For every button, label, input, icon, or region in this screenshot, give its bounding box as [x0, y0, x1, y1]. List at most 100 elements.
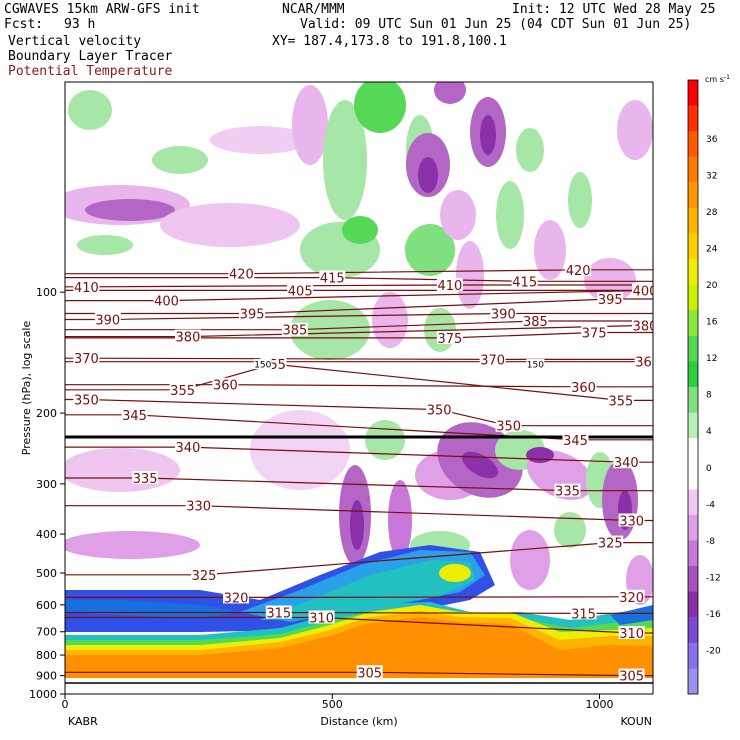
isentrope-label-bg-45 [618, 625, 645, 639]
x-tick-label-1: 500 [322, 698, 343, 711]
isentrope-label-bg-14 [174, 329, 201, 343]
isentrope-label-bg-11 [239, 306, 266, 320]
isentrope-label-45: 310 [619, 627, 644, 642]
isentrope-label-34: 335 [133, 472, 158, 487]
isentrope-label-bg-32 [562, 432, 589, 446]
isentrope-label-36: 330 [186, 500, 211, 515]
colorbar: 36 32 28 24 20 16 12 8 4 0 -4 -8 -12 -16 -20 [687, 79, 721, 695]
colorbar-tick-6: 12 [706, 354, 717, 364]
colorbar-swatch-18 [688, 540, 698, 567]
tropopause-labels: 150 150 [253, 359, 545, 371]
field-vertical-velocity: Vertical velocity [8, 34, 142, 49]
isentrope-420 [65, 269, 653, 275]
isentrope-label-bg-16 [436, 330, 463, 344]
isentrope-label-bg-12 [490, 306, 517, 320]
isentrope-label-1: 415 [320, 272, 345, 287]
troposphere-wave-pattern [65, 410, 653, 605]
isentrope-label-bg-44 [570, 606, 597, 620]
isentrope-label-bg-22 [634, 354, 653, 368]
isentrope-label-bg-28 [121, 407, 148, 421]
isentrope-label-46: 305 [357, 666, 382, 681]
tropopause-label-1: 150 [527, 361, 544, 371]
colorbar-swatch-20 [688, 591, 698, 618]
isentrope-345 [65, 414, 653, 441]
end-station-label: KOUN [620, 715, 652, 728]
isentrope-label-9: 400 [633, 284, 658, 299]
field-potential-temperature: Potential Temperature [8, 64, 173, 79]
x-tick-label-2: 1000 [586, 698, 614, 711]
y-tick-label-2: 300 [36, 478, 57, 491]
isentrope-label-16: 375 [437, 332, 462, 347]
isentrope-label-bg-34 [132, 470, 159, 484]
colorbar-tick-8: 4 [706, 427, 712, 437]
isentrope-label-27: 355 [609, 394, 634, 409]
isentrope-label-24: 360 [571, 381, 596, 396]
colorbar-swatch-13 [688, 412, 698, 439]
isentrope-375 [65, 331, 653, 339]
isentrope-label-bg-19 [73, 351, 100, 365]
isentrope-label-6: 415 [512, 275, 537, 290]
isentrope-label-bg-37 [618, 513, 645, 527]
pressure-axis: 100 200 300 400 500 600 700 800 900 1000 [29, 286, 65, 701]
colorbar-tick-9: 0 [706, 464, 712, 474]
forecast-hour: 93 h [64, 17, 96, 32]
isentrope-label-5: 410 [437, 279, 462, 294]
isentrope-label-bg-29 [426, 402, 453, 416]
isentrope-label-bg-9 [631, 283, 653, 297]
isentrope-label-41: 320 [619, 591, 644, 606]
colorbar-swatch-7 [688, 259, 698, 286]
isentrope-label-bg-21 [479, 352, 506, 366]
colorbar-tick-5: 16 [706, 318, 718, 328]
isentrope-label-13: 385 [523, 315, 548, 330]
isentrope-label-19: 370 [74, 352, 99, 367]
colorbar-swatch-19 [688, 566, 698, 593]
colorbar-tick-12: -12 [706, 573, 721, 583]
colorbar-swatch-11 [688, 361, 698, 388]
isentrope-label-38: 325 [192, 569, 217, 584]
isentrope-label-bg-13 [522, 314, 549, 328]
isentrope-label-bg-36 [185, 498, 212, 512]
isentrope-label-17: 375 [582, 326, 607, 341]
colorbar-tick-1: 32 [706, 171, 717, 181]
colorbar-swatch-5 [688, 207, 698, 234]
x-tick-label-0: 0 [62, 698, 69, 711]
colorbar-swatch-21 [688, 617, 698, 644]
distance-axis: 0 500 1000 [62, 694, 614, 711]
isentrope-320 [65, 596, 653, 598]
isentrope-label-23: 360 [213, 379, 238, 394]
colorbar-swatch-3 [688, 156, 698, 183]
colorbar-swatch-10 [688, 335, 698, 362]
colorbar-tick-0: 36 [706, 135, 718, 145]
colorbar-swatch-6 [688, 233, 698, 260]
isentrope-label-bg-42 [265, 605, 292, 619]
organization: NCAR/MMM [282, 2, 345, 17]
isentrope-label-47: 305 [619, 670, 644, 685]
isentrope-label-bg-23 [212, 377, 239, 391]
isentrope-390 [65, 312, 653, 321]
isentrope-label-35: 335 [555, 485, 580, 500]
isentrope-label-bg-4 [287, 283, 314, 297]
colorbar-tick-4: 20 [706, 281, 718, 291]
isentrope-label-44: 315 [571, 607, 596, 622]
colorbar-tick-13: -16 [706, 610, 721, 620]
colorbar-tick-14: -20 [706, 647, 721, 657]
isentrope-label-bg-8 [597, 291, 624, 305]
isentrope-label-31: 340 [176, 441, 201, 456]
isentrope-335 [65, 477, 653, 492]
colorbar-swatch-9 [688, 310, 698, 337]
isentrope-415 [65, 277, 653, 282]
tropopause-label-bg-1 [526, 359, 545, 370]
colorbar-tick-2: 28 [706, 208, 718, 218]
tropopause-label-0: 150 [254, 361, 271, 371]
colorbar-swatch-1 [688, 105, 698, 132]
y-tick-label-8: 900 [36, 670, 57, 683]
y-tick-label-7: 800 [36, 649, 57, 662]
isentrope-395 [65, 298, 653, 315]
isentrope-label-4: 405 [288, 284, 313, 299]
init-time: Init: 12 UTC Wed 28 May 25 [512, 2, 716, 17]
isentrope-label-bg-6 [511, 274, 538, 288]
isentrope-label-bg-17 [581, 325, 608, 339]
isentrope-label-0: 420 [229, 268, 254, 283]
isentrope-label-bg-0 [228, 266, 255, 280]
colorbar-swatch-14 [688, 438, 698, 465]
